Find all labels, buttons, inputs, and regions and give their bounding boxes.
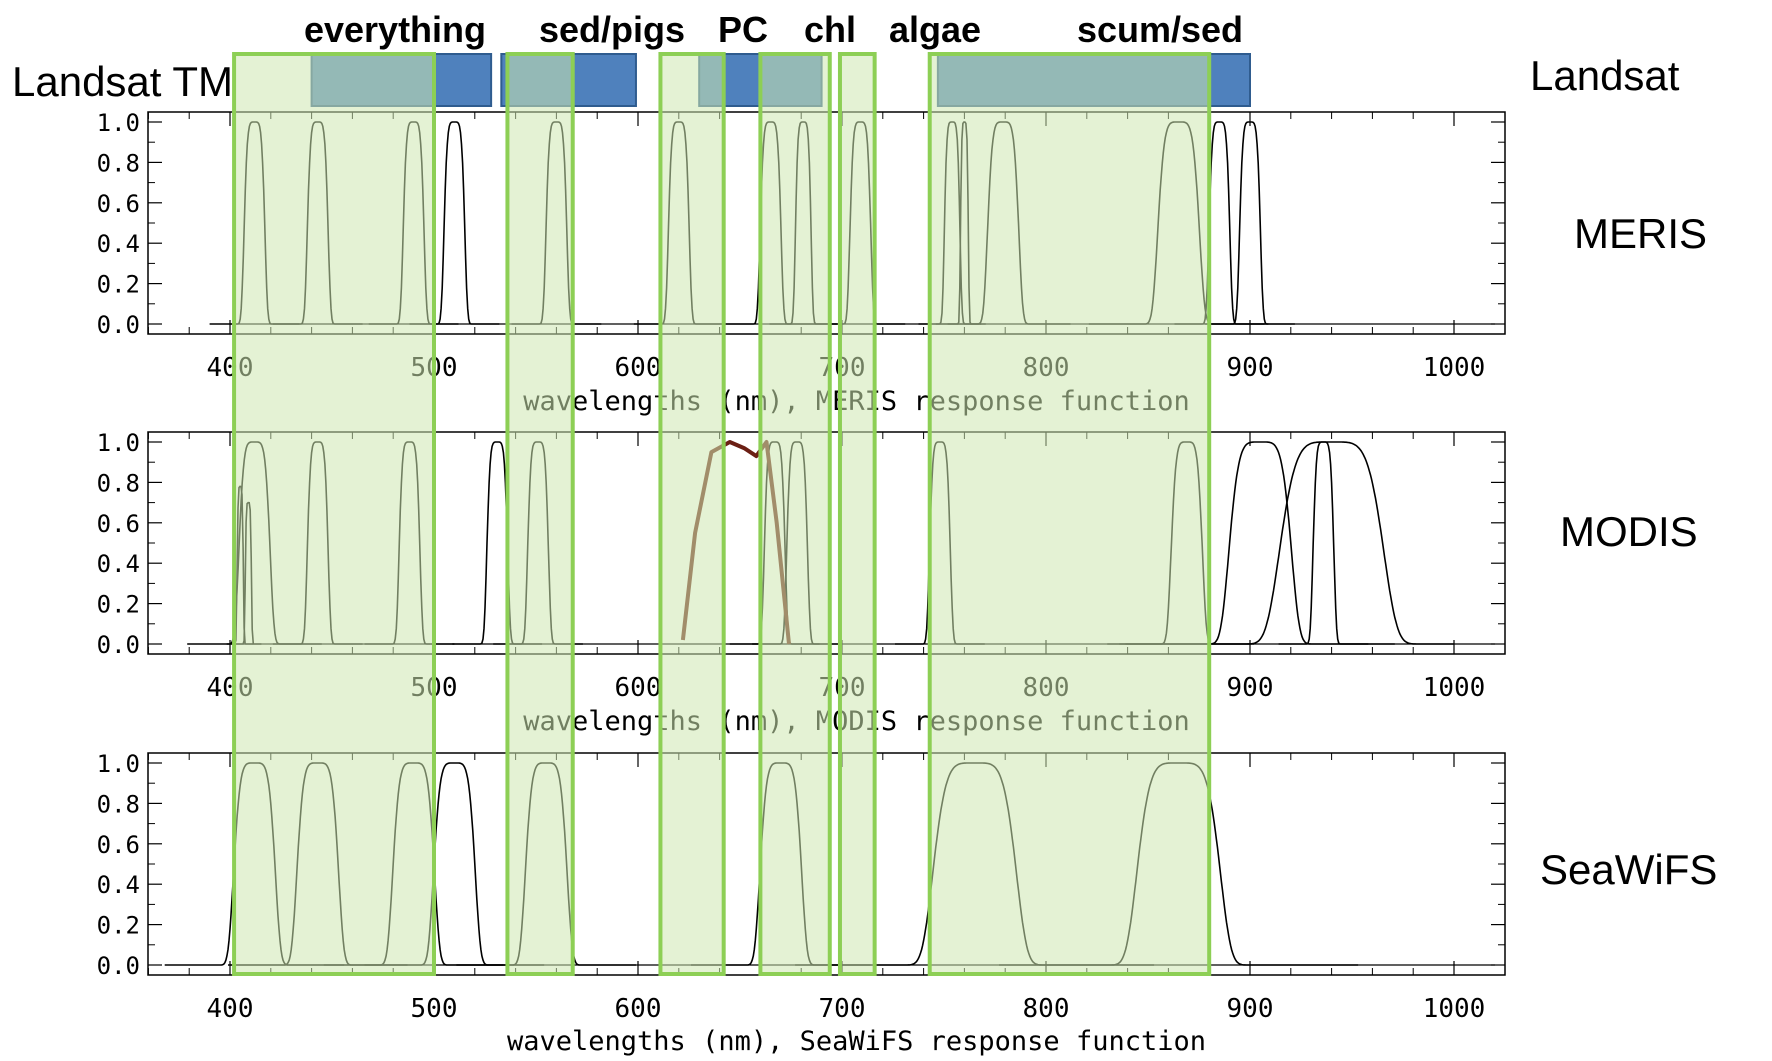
y-tick-label: 0.0: [97, 952, 140, 980]
highlight-band-algae: [837, 52, 877, 976]
y-tick-label: 0.2: [97, 912, 140, 940]
x-tick-label: 400: [207, 994, 254, 1024]
band-label-chl: chl: [804, 9, 856, 50]
x-tick-label: 600: [615, 673, 662, 703]
x-tick-label: 700: [819, 994, 866, 1024]
landsat-right-label: Landsat: [1530, 52, 1680, 99]
band-label-pc: PC: [718, 9, 768, 50]
y-tick-label: 0.2: [97, 591, 140, 619]
meris-sensor-label: MERIS: [1574, 210, 1707, 257]
highlight-band-everything: [232, 52, 436, 976]
response-curve-936: [1278, 441, 1369, 645]
y-tick-label: 0.4: [97, 550, 140, 578]
x-tick-label: 1000: [1423, 353, 1486, 383]
y-tick-label: 0.8: [97, 790, 140, 818]
highlight-band-chl: [758, 52, 832, 976]
y-tick-label: 1.0: [97, 109, 140, 137]
y-tick-label: 0.6: [97, 510, 140, 538]
y-tick-label: 0.4: [97, 871, 140, 899]
x-axis-label: wavelengths (nm), SeaWiFS response funct…: [507, 1026, 1206, 1056]
y-tick-label: 0.0: [97, 311, 140, 339]
y-tick-label: 1.0: [97, 429, 140, 457]
y-tick-label: 0.4: [97, 230, 140, 258]
x-tick-label: 900: [1227, 994, 1274, 1024]
x-tick-label: 800: [1023, 994, 1070, 1024]
x-tick-label: 600: [615, 353, 662, 383]
response-curve-900: [1205, 121, 1295, 325]
highlight-band-scum-sed: [927, 52, 1212, 976]
seawifs-sensor-label: SeaWiFS: [1540, 846, 1717, 893]
band-label-everything: everything: [304, 9, 486, 50]
y-tick-label: 1.0: [97, 750, 140, 778]
x-tick-label: 600: [615, 994, 662, 1024]
y-tick-label: 0.2: [97, 271, 140, 299]
x-tick-label: 900: [1227, 673, 1274, 703]
highlight-band-pc: [658, 52, 726, 976]
highlight-band-sed-pigs: [505, 52, 575, 976]
band-label-algae: algae: [889, 9, 981, 50]
landsat-tm-label: Landsat TM: [12, 58, 233, 105]
y-tick-label: 0.0: [97, 631, 140, 659]
x-tick-label: 1000: [1423, 994, 1486, 1024]
highlight-bands: [232, 52, 1212, 976]
modis-sensor-label: MODIS: [1560, 508, 1698, 555]
band-label-sed-pigs: sed/pigs: [539, 9, 685, 50]
y-tick-label: 0.8: [97, 149, 140, 177]
band-labels: everything sed/pigs PC chl algae scum/sed: [304, 9, 1243, 50]
y-tick-label: 0.8: [97, 469, 140, 497]
band-label-scum-sed: scum/sed: [1077, 9, 1243, 50]
x-tick-label: 900: [1227, 353, 1274, 383]
y-tick-label: 0.6: [97, 831, 140, 859]
x-tick-label: 1000: [1423, 673, 1486, 703]
x-tick-label: 500: [411, 994, 458, 1024]
y-tick-label: 0.6: [97, 190, 140, 218]
